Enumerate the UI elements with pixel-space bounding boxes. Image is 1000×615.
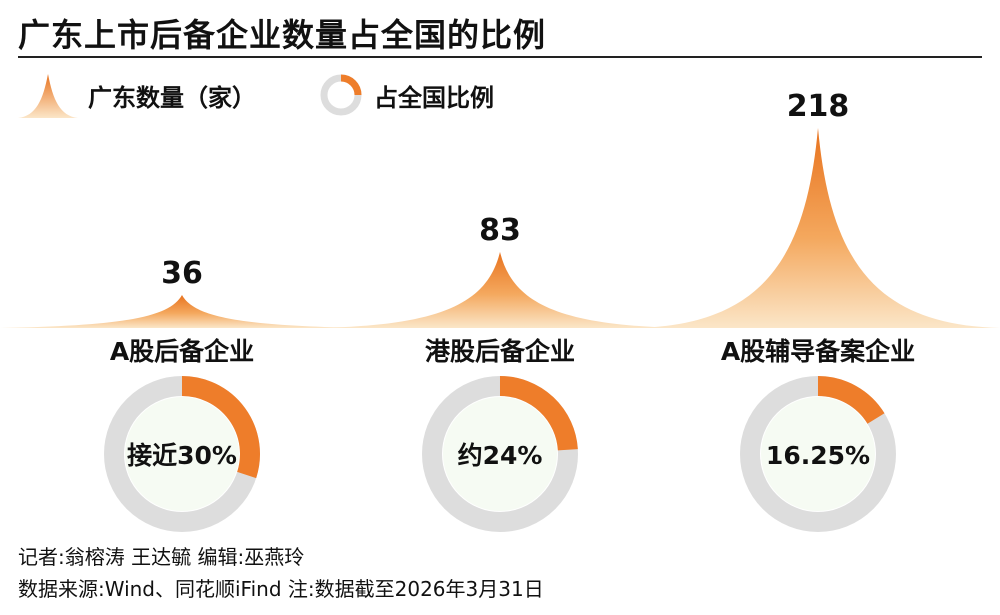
share-value-label: 16.25%: [766, 441, 870, 470]
donut-arc: [181, 376, 260, 479]
count-value-label: 36: [161, 256, 203, 291]
share-value-label: 接近30%: [127, 441, 237, 470]
count-peak: [315, 251, 685, 328]
category-label: A股辅导备案企业: [721, 337, 915, 366]
category-label: 港股后备企业: [425, 337, 575, 366]
legend-share: 占全国比例: [318, 70, 494, 120]
legend-count: 广东数量（家）: [18, 70, 256, 120]
chart-title: 广东上市后备企业数量占全国的比例: [18, 16, 547, 54]
count-peak: [633, 128, 1000, 328]
count-value-label: 218: [787, 89, 850, 124]
legend-count-label: 广东数量（家）: [88, 83, 256, 112]
count-peak: [0, 294, 367, 328]
share-value-label: 约24%: [458, 441, 543, 470]
count-value-label: 83: [479, 213, 521, 248]
donut-center: [125, 397, 239, 511]
donut-center: [761, 397, 875, 511]
footer-source: 数据来源:Wind、同花顺iFind 注:数据截至2026年3月31日: [18, 577, 544, 601]
legend-share-label: 占全国比例: [374, 83, 494, 112]
donut-arc: [817, 376, 885, 425]
category-label: A股后备企业: [110, 337, 254, 366]
donut-center: [443, 397, 557, 511]
peak-legend-icon: [18, 74, 78, 118]
footer-credits: 记者:翁榕涛 王达毓 编辑:巫燕玲: [18, 545, 305, 569]
donut-legend-icon: [320, 74, 362, 116]
title-divider: [18, 56, 982, 58]
donut-arc: [499, 376, 578, 451]
